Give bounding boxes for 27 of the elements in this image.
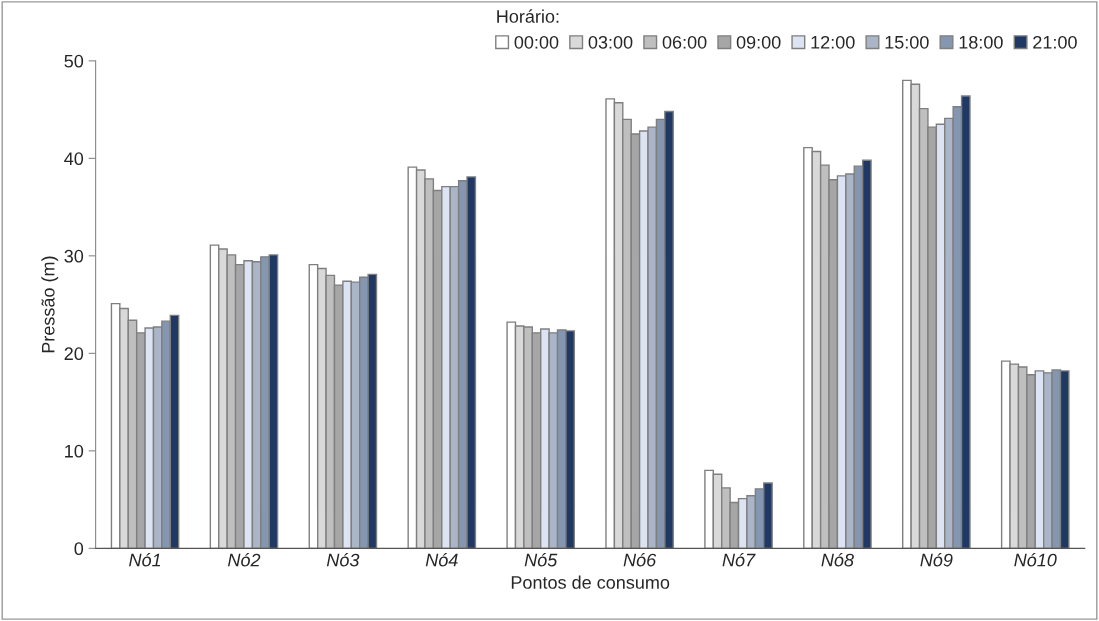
y-axis-title: Pressão (m) [41, 256, 59, 353]
legend-title: Horário: [497, 9, 559, 23]
x-tick-label: Nó6 [623, 552, 657, 567]
legend-label: 18:00 [959, 35, 1003, 49]
legend-label: 09:00 [736, 35, 781, 49]
x-tick-label: Nó10 [1014, 552, 1057, 567]
y-tick-label: 10 [65, 444, 84, 458]
legend-label: 21:00 [1033, 35, 1077, 49]
y-tick-label: 20 [64, 347, 84, 361]
x-tick-label: Nó7 [722, 552, 756, 567]
legend-label: 12:00 [811, 35, 855, 49]
x-tick-label: Nó5 [524, 552, 558, 567]
x-tick-label: Nó3 [326, 552, 360, 567]
y-tick-label: 30 [64, 249, 84, 263]
x-tick-label: Nó9 [920, 552, 953, 567]
x-tick-label: Nó2 [227, 552, 261, 567]
x-tick-label: Nó8 [821, 552, 854, 567]
legend-label: 03:00 [588, 35, 633, 49]
x-axis-title: Pontos de consumo [511, 575, 670, 589]
legend-label: 06:00 [662, 35, 707, 49]
legend-label: 15:00 [885, 35, 929, 49]
y-tick-label: 0 [74, 542, 84, 556]
legend-label: 00:00 [514, 35, 559, 49]
y-tick-label: 40 [64, 152, 84, 166]
x-tick-label: Nó4 [425, 552, 458, 567]
y-tick-label: 50 [64, 54, 84, 68]
x-tick-label: Nó1 [129, 552, 161, 567]
